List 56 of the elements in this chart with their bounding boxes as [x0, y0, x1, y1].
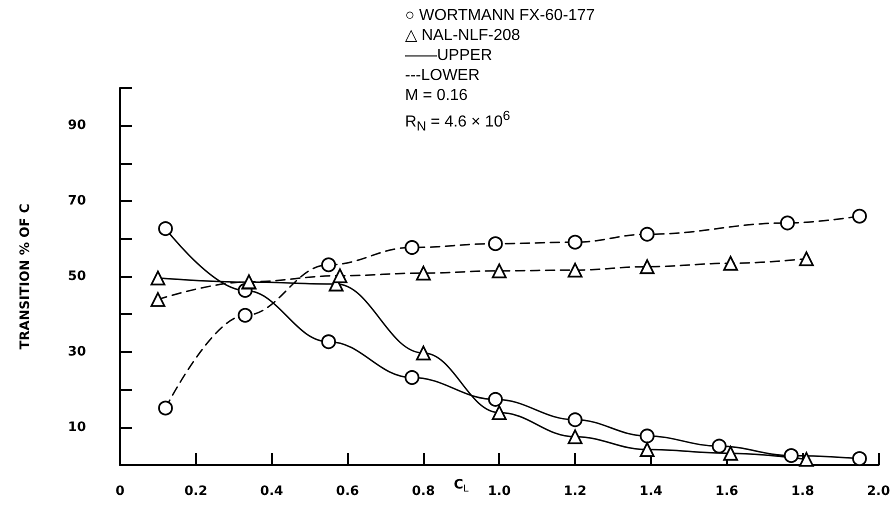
y-tick-label: 90	[68, 118, 86, 134]
point	[404, 240, 420, 255]
point	[321, 257, 336, 272]
annotation: M = 0.16	[405, 86, 469, 106]
point	[568, 234, 582, 250]
point	[150, 270, 166, 286]
x-tick-label: 1.8	[791, 484, 814, 499]
x-tick-label: 0.6	[336, 484, 360, 499]
point	[799, 251, 814, 266]
point	[492, 405, 507, 420]
x-tick-label: 2.0	[866, 484, 890, 499]
x-tick-label: 0.8	[412, 484, 435, 499]
x-tick-label: 0	[115, 484, 125, 499]
point	[723, 446, 738, 461]
point	[784, 448, 799, 463]
point	[640, 428, 655, 444]
point	[488, 392, 503, 407]
point	[780, 216, 795, 230]
point	[568, 429, 582, 444]
point	[416, 266, 431, 281]
point	[852, 208, 867, 224]
point	[712, 438, 727, 454]
point	[852, 451, 867, 466]
y-tick-label: 10	[68, 420, 86, 435]
y-tick-label: 70	[68, 194, 86, 209]
annotation: R$_{N}$ = 4.6 × 10$^{6}$	[405, 107, 512, 136]
point	[150, 292, 166, 307]
point	[488, 236, 503, 252]
text: ---LOWER	[405, 66, 481, 86]
point	[723, 256, 738, 271]
y-tick-label: 30	[68, 344, 86, 360]
point	[640, 442, 655, 457]
point	[158, 400, 173, 416]
point	[640, 226, 655, 242]
x-tick-label: 1.2	[564, 484, 587, 499]
y-tick-label: 50	[68, 269, 86, 284]
point	[238, 308, 253, 323]
text: △ NAL-NLF-208	[405, 26, 522, 46]
point	[332, 268, 348, 284]
point	[321, 334, 336, 350]
point	[416, 346, 431, 360]
x-tick-label: 1.6	[715, 484, 738, 499]
point	[158, 221, 173, 236]
text: ——UPPER	[405, 46, 494, 66]
point	[492, 263, 507, 278]
x-tick-label: 0.2	[184, 484, 208, 499]
x-tick-label: 1.0	[488, 484, 511, 499]
x-tick-label: 1.4	[639, 484, 662, 499]
point	[568, 262, 582, 278]
point	[640, 259, 655, 274]
point	[404, 370, 420, 385]
y-axis-title: TRANSITION % OF C	[18, 204, 33, 350]
point	[568, 412, 582, 428]
x-tick-label: 0.4	[260, 484, 284, 499]
text: ○ WORTMANN FX-60-177	[405, 6, 595, 26]
point	[799, 452, 814, 467]
